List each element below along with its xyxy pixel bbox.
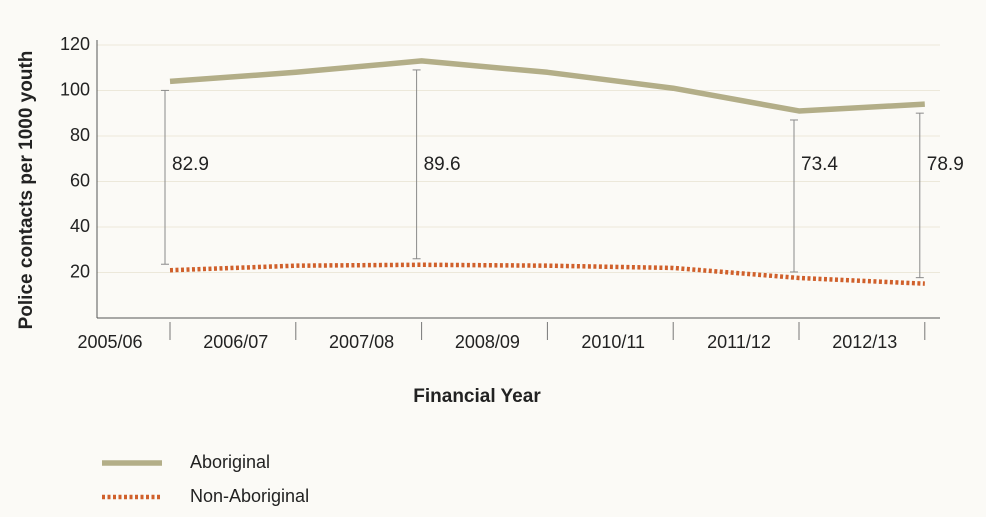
series-line bbox=[169, 58, 925, 114]
y-tick-label: 80 bbox=[70, 125, 90, 145]
x-tick-label: 2011/12 bbox=[707, 332, 771, 352]
series-line bbox=[169, 262, 925, 286]
y-tick-label: 60 bbox=[70, 170, 90, 190]
x-axis-label: Financial Year bbox=[413, 386, 541, 407]
gap-label: 89.6 bbox=[424, 154, 461, 175]
x-tick-label: 2010/11 bbox=[581, 332, 645, 352]
gap-label: 73.4 bbox=[801, 154, 838, 175]
y-tick-label: 120 bbox=[60, 34, 90, 54]
x-tick-label: 2006/07 bbox=[203, 332, 268, 352]
gap-label: 82.9 bbox=[172, 154, 209, 175]
y-axis-label: Police contacts per 1000 youth bbox=[16, 51, 37, 330]
y-tick-label: 20 bbox=[70, 261, 90, 281]
y-tick-label: 100 bbox=[60, 79, 90, 99]
x-tick-label: 2005/06 bbox=[77, 332, 142, 352]
gap-label: 78.9 bbox=[927, 154, 964, 175]
legend-label: Non-Aboriginal bbox=[190, 486, 309, 506]
x-tick-label: 2008/09 bbox=[455, 332, 520, 352]
x-tick-label: 2012/13 bbox=[832, 332, 897, 352]
legend-label: Aboriginal bbox=[190, 452, 270, 472]
y-tick-label: 40 bbox=[70, 216, 90, 236]
x-tick-label: 2007/08 bbox=[329, 332, 394, 352]
